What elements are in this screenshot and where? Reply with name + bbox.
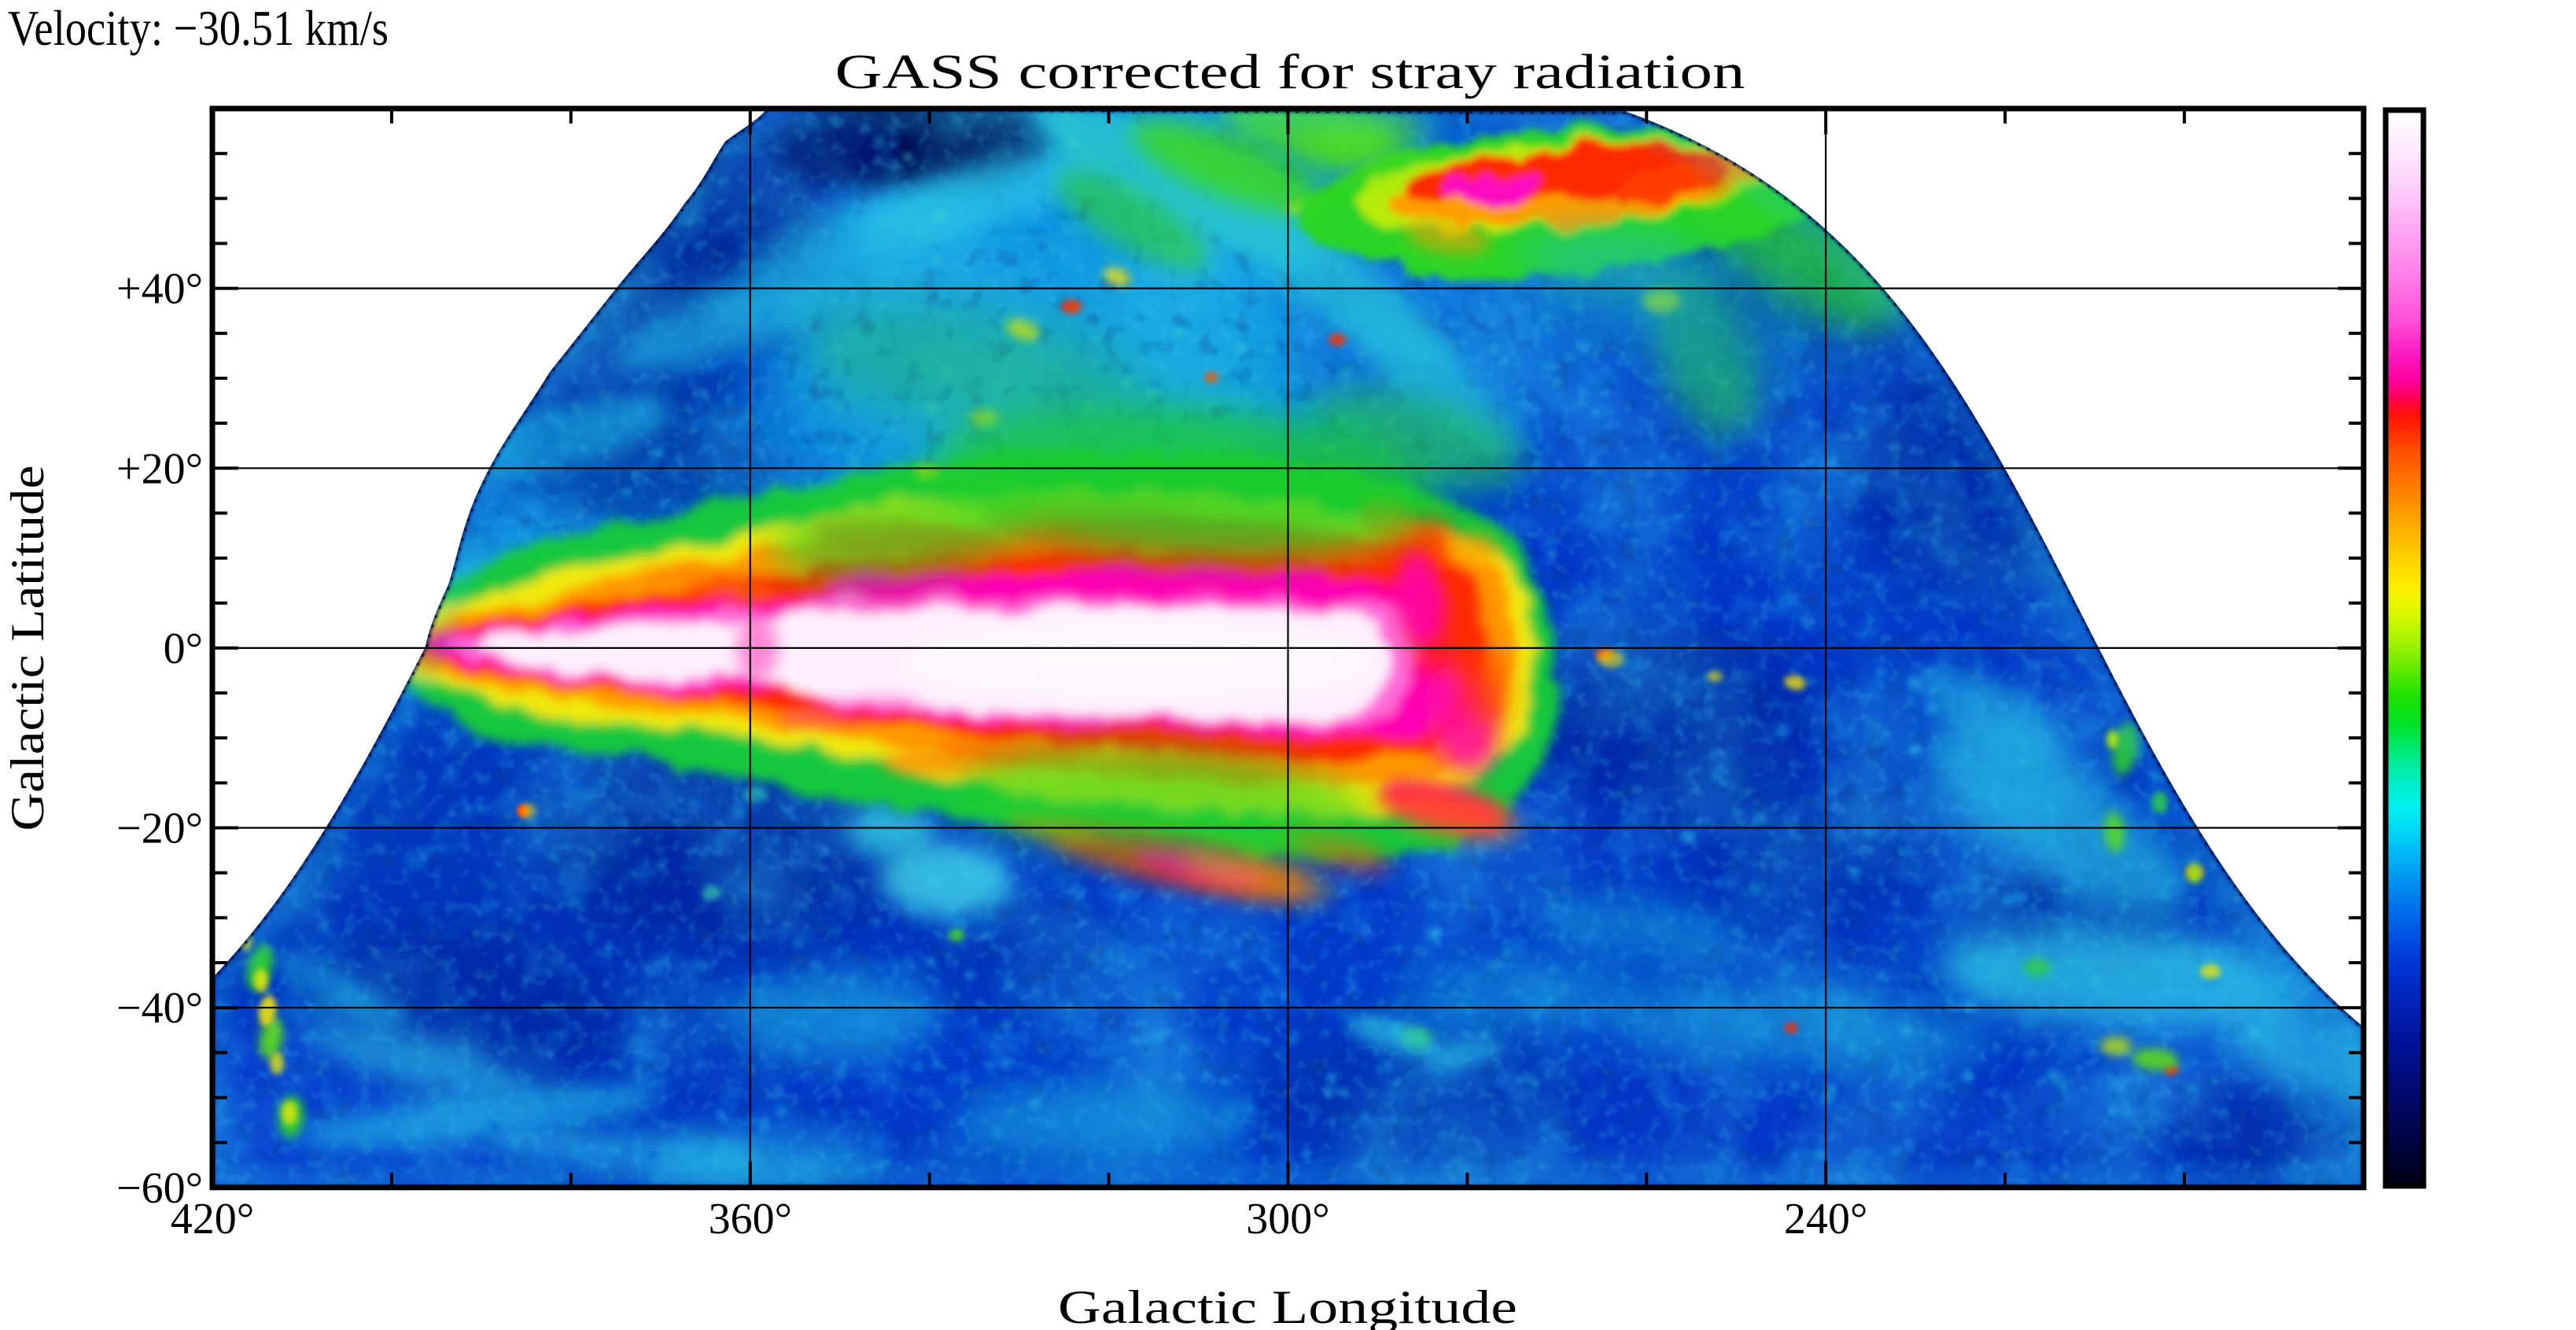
svg-text:420°: 420° bbox=[171, 1195, 254, 1243]
svg-text:0°: 0° bbox=[164, 624, 203, 673]
svg-text:Galactic Longitude: Galactic Longitude bbox=[1058, 1281, 1517, 1330]
svg-text:Velocity: −30.51 km/s: Velocity: −30.51 km/s bbox=[8, 0, 389, 56]
svg-text:GASS corrected for stray radia: GASS corrected for stray radiation bbox=[835, 46, 1745, 99]
svg-text:+40°: +40° bbox=[116, 265, 203, 314]
svg-text:−60°: −60° bbox=[116, 1164, 203, 1213]
svg-text:+20°: +20° bbox=[116, 444, 203, 493]
svg-text:−40°: −40° bbox=[116, 984, 203, 1033]
svg-text:−20°: −20° bbox=[116, 805, 203, 853]
svg-text:240°: 240° bbox=[1784, 1195, 1867, 1243]
svg-text:Galactic Latitude: Galactic Latitude bbox=[2, 466, 53, 831]
svg-text:300°: 300° bbox=[1246, 1195, 1329, 1243]
svg-text:360°: 360° bbox=[709, 1195, 792, 1243]
